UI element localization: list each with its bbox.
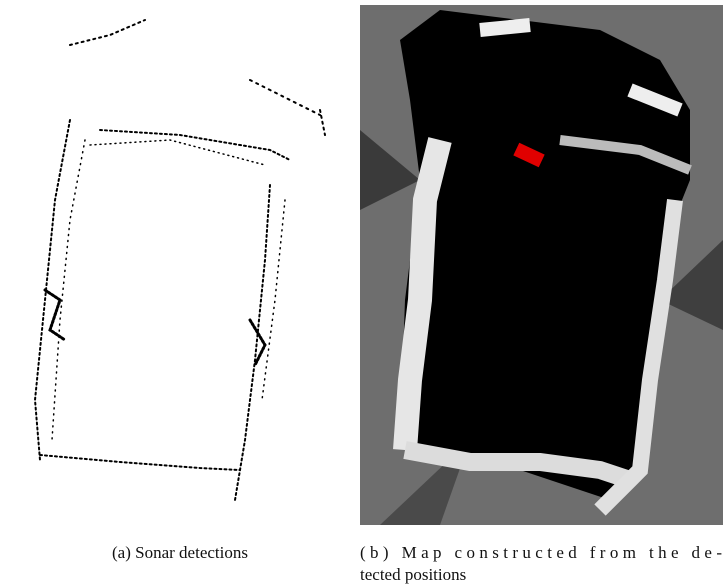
dots — [262, 200, 285, 400]
dots — [90, 140, 265, 165]
caption: (b) Map constructed from the de- — [360, 543, 722, 562]
caption: (a) Sonar detections — [112, 543, 248, 562]
sonar-detections-image — [35, 20, 325, 500]
dots — [70, 20, 145, 45]
map-image — [360, 5, 723, 525]
caption: tected positions — [360, 565, 466, 584]
dots — [45, 290, 65, 340]
dots — [250, 80, 320, 115]
dots — [40, 455, 240, 470]
dots — [35, 120, 70, 460]
figure: (a) Sonar detections (b) Map constructed… — [0, 0, 723, 585]
wall — [480, 25, 530, 30]
dots — [100, 130, 290, 160]
dots — [320, 110, 325, 135]
